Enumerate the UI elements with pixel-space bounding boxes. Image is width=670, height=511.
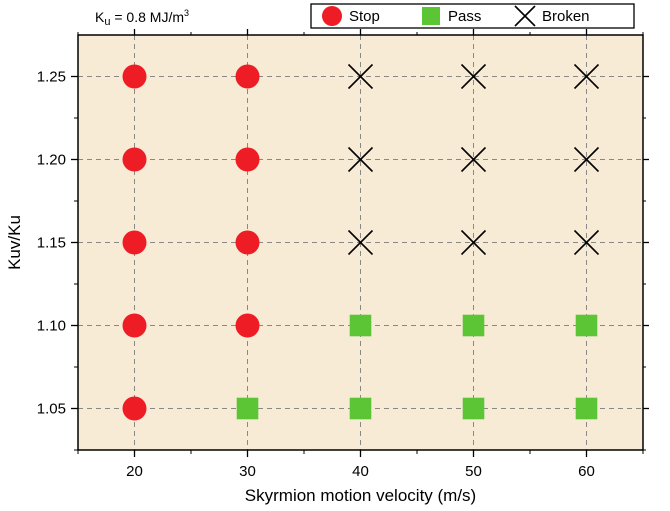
y-axis-title: Kuv/Ku	[5, 215, 24, 270]
legend-marker-pass	[422, 7, 440, 25]
series-broken-point	[347, 146, 374, 173]
y-tick-label: 1.10	[37, 318, 66, 335]
series-stop-point	[122, 396, 147, 421]
series-stop-point	[235, 313, 260, 338]
series-broken-point	[573, 63, 600, 90]
series-pass-point	[236, 397, 259, 420]
series-stop-point	[122, 230, 147, 255]
series-broken-point	[347, 63, 374, 90]
series-pass-point	[462, 397, 485, 420]
series-stop-point	[122, 313, 147, 338]
anisotropy-annotation: Ku = 0.8 MJ/m3	[95, 8, 189, 28]
series-stop-point	[235, 147, 260, 172]
axis-ticks: 20 30 40 50 60 1.05 1.10 1.15 1.20 1.25	[37, 29, 649, 480]
series-stop-point	[235, 64, 260, 89]
series-pass-point	[349, 397, 372, 420]
x-tick-label: 50	[465, 463, 482, 480]
y-tick-label: 1.05	[37, 401, 66, 418]
series-broken-point	[347, 229, 374, 256]
series-pass-point	[575, 314, 598, 337]
series-stop-point	[122, 64, 147, 89]
legend-marker-broken	[514, 5, 536, 27]
y-tick-label: 1.15	[37, 235, 66, 252]
x-tick-label: 30	[239, 463, 256, 480]
x-tick-label: 20	[126, 463, 143, 480]
series-broken-point	[573, 146, 600, 173]
series-stop-point	[235, 230, 260, 255]
series-broken-point	[460, 229, 487, 256]
y-tick-label: 1.25	[37, 69, 66, 86]
legend-box	[310, 3, 635, 29]
legend-marker-stop	[322, 6, 342, 26]
legend-label-broken: Broken	[542, 8, 590, 25]
legend-label-pass: Pass	[448, 8, 481, 25]
x-tick-label: 60	[578, 463, 595, 480]
series-broken-point	[573, 229, 600, 256]
series-pass-point	[575, 397, 598, 420]
legend: Stop Pass Broken	[310, 3, 635, 29]
series-broken-point	[460, 146, 487, 173]
series-pass-point	[462, 314, 485, 337]
data-points	[122, 63, 600, 421]
legend-label-stop: Stop	[349, 8, 380, 25]
series-stop-point	[122, 147, 147, 172]
x-tick-label: 40	[352, 463, 369, 480]
y-tick-label: 1.20	[37, 152, 66, 169]
x-axis-title: Skyrmion motion velocity (m/s)	[245, 486, 476, 505]
series-broken-point	[460, 63, 487, 90]
series-pass-point	[349, 314, 372, 337]
